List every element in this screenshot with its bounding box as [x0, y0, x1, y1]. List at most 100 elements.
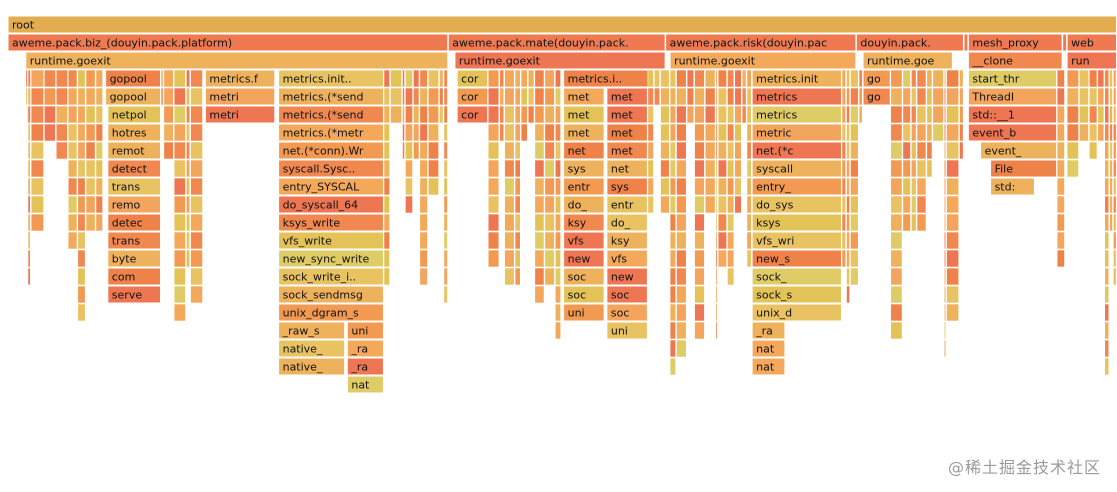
flame-frame[interactable]: douyin.pack. [855, 33, 964, 52]
flame-frame[interactable]: vfs_write [278, 231, 384, 250]
flame-frame[interactable]: ksys [751, 213, 842, 232]
flame-frame[interactable]: _raw_s [278, 321, 346, 340]
flame-frame[interactable]: metrics [751, 87, 842, 106]
flame-frame[interactable]: metrics.(*metr [278, 123, 384, 142]
flame-frame[interactable]: aweme.pack.mate(douyin.pack. [447, 33, 666, 52]
flame-frame[interactable]: sock_sendmsg [278, 285, 384, 304]
flame-frame[interactable]: syscall [751, 159, 842, 178]
flame-frame[interactable]: uni [563, 303, 605, 322]
flame-frame[interactable]: metri [204, 105, 276, 124]
flame-frame[interactable]: cor [456, 105, 489, 124]
flame-frame[interactable]: remot [107, 141, 162, 160]
flame-frame[interactable]: runtime.goexit [454, 51, 666, 70]
flame-frame[interactable]: sock_write_i.. [278, 267, 384, 286]
flame-frame[interactable]: metrics.i.. [563, 69, 649, 88]
flame-frame[interactable]: aweme.pack.risk(douyin.pac [665, 33, 857, 52]
flame-frame[interactable]: sock_s [751, 285, 842, 304]
flame-frame[interactable]: go [862, 87, 891, 106]
flame-frame[interactable]: event_ [980, 141, 1058, 160]
flame-frame[interactable]: met [606, 141, 648, 160]
flame-frame[interactable]: ksy [563, 213, 605, 232]
flame-frame[interactable]: metri [204, 87, 276, 106]
flame-frame[interactable]: met [606, 123, 648, 142]
flame-frame[interactable]: ksys_write [278, 213, 384, 232]
flame-frame[interactable]: File [990, 159, 1058, 178]
flame-frame[interactable]: uni [346, 321, 384, 340]
flame-frame[interactable]: entry_SYSCAL [278, 177, 384, 196]
flame-frame[interactable]: trans [107, 231, 162, 250]
flame-frame[interactable]: vfs [606, 249, 648, 268]
flame-frame[interactable]: _ra [346, 339, 384, 358]
flame-frame[interactable]: mesh_proxy [967, 33, 1063, 52]
flame-frame[interactable]: netpol [107, 105, 162, 124]
flame-frame[interactable]: cor [456, 87, 489, 106]
flame-frame[interactable] [1062, 33, 1068, 52]
flame-frame[interactable]: event_b [967, 123, 1058, 142]
flame-frame[interactable]: do_ [606, 213, 648, 232]
flame-frame[interactable]: trans [107, 177, 162, 196]
flame-frame[interactable]: serve [107, 285, 162, 304]
flame-frame[interactable]: _ra [346, 357, 384, 376]
flame-frame[interactable]: uni [606, 321, 648, 340]
flame-frame[interactable]: met [606, 105, 648, 124]
flame-frame[interactable]: soc [606, 285, 648, 304]
flame-frame[interactable]: byte [107, 249, 162, 268]
flame-frame[interactable]: net [606, 159, 648, 178]
flame-frame[interactable]: sys [606, 177, 648, 196]
flame-frame[interactable]: std::__1 [967, 105, 1058, 124]
flame-frame[interactable]: met [563, 123, 605, 142]
flame-frame[interactable]: native_ [278, 339, 346, 358]
flame-frame[interactable]: new_s [751, 249, 842, 268]
flame-frame[interactable]: aweme.pack.biz_(douyin.pack.platform) [7, 33, 449, 52]
flame-frame[interactable]: soc [563, 267, 605, 286]
flame-frame[interactable]: sock_ [751, 267, 842, 286]
flame-frame[interactable]: cor [456, 69, 489, 88]
flame-frame[interactable]: net [563, 141, 605, 160]
flame-frame[interactable]: gopool [105, 69, 162, 88]
flame-frame[interactable]: net.(*conn).Wr [278, 141, 384, 160]
flame-frame[interactable]: soc [563, 285, 605, 304]
flame-frame[interactable] [963, 33, 969, 52]
flame-frame[interactable]: go [862, 69, 891, 88]
flame-frame[interactable]: nat [346, 375, 384, 394]
flame-frame[interactable]: entr [606, 195, 648, 214]
flame-frame[interactable]: vfs_wri [751, 231, 842, 250]
flame-frame[interactable]: metrics.init.. [278, 69, 384, 88]
flame-frame[interactable]: metrics.f [204, 69, 276, 88]
flame-frame[interactable]: metrics [751, 105, 842, 124]
flame-frame[interactable]: root [7, 15, 1117, 34]
flame-frame[interactable]: native_ [278, 357, 346, 376]
flame-frame[interactable]: metrics.(*send [278, 105, 384, 124]
flame-frame[interactable]: runtime.goexit [25, 51, 449, 70]
flame-frame[interactable]: ThreadI [967, 87, 1058, 106]
flame-frame[interactable]: start_thr [967, 69, 1058, 88]
flame-frame[interactable]: unix_dgram_s [278, 303, 384, 322]
flame-frame[interactable]: met [606, 87, 648, 106]
flame-frame[interactable]: do_syscall_64 [278, 195, 384, 214]
flame-frame[interactable]: gopool [105, 87, 162, 106]
flame-frame[interactable]: runtime.goexit [669, 51, 857, 70]
flame-frame[interactable]: net.(*c [751, 141, 842, 160]
flame-frame[interactable]: entr [563, 177, 605, 196]
flame-frame[interactable]: unix_d [751, 303, 842, 322]
flame-frame[interactable]: ksy [606, 231, 648, 250]
flame-frame[interactable]: __clone [967, 51, 1063, 70]
flame-frame[interactable]: remo [107, 195, 162, 214]
flame-frame[interactable]: metrics.init [751, 69, 842, 88]
flame-frame[interactable]: detect [107, 159, 162, 178]
flame-frame[interactable]: nat [751, 339, 786, 358]
flame-frame[interactable]: detec [107, 213, 162, 232]
flame-frame[interactable]: vfs [563, 231, 605, 250]
flame-frame[interactable]: new [606, 267, 648, 286]
flame-frame[interactable]: com [107, 267, 162, 286]
flame-frame[interactable]: met [563, 105, 605, 124]
flame-frame[interactable]: do_sys [751, 195, 842, 214]
flame-frame[interactable]: runtime.goe [862, 51, 953, 70]
flame-frame[interactable]: metrics.(*send [278, 87, 384, 106]
flame-frame[interactable]: _ra [751, 321, 786, 340]
flame-frame[interactable]: nat [751, 357, 786, 376]
flame-frame[interactable]: run [1066, 51, 1117, 70]
flame-frame[interactable]: do_ [563, 195, 605, 214]
flame-frame[interactable]: std: [990, 177, 1035, 196]
flame-frame[interactable]: web [1066, 33, 1117, 52]
